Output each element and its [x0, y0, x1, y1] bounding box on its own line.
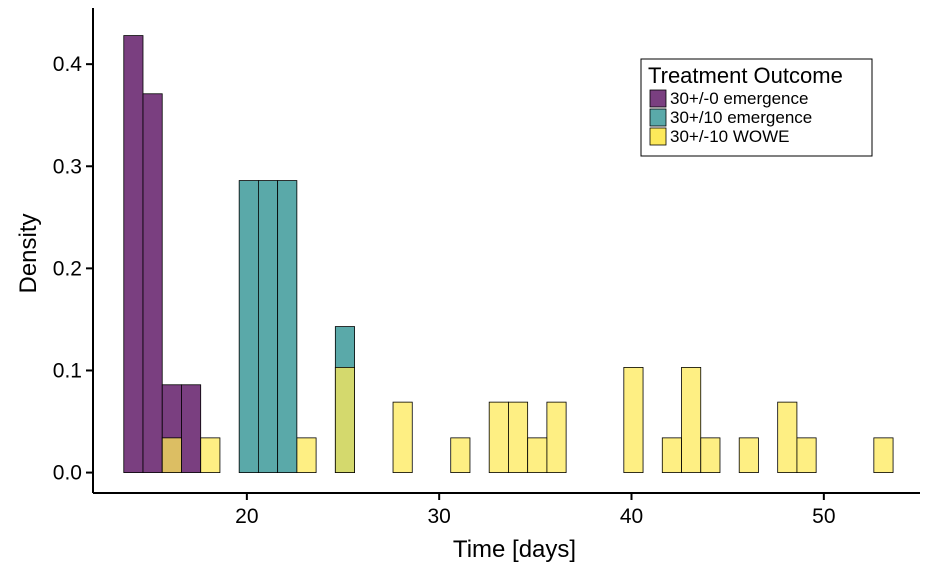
y-tick-label: 0.3 [53, 155, 82, 178]
bar-3-2 [200, 437, 221, 473]
y-tick-label: 0.1 [53, 359, 82, 382]
axes-layer [92, 8, 920, 494]
bar-3-10 [546, 401, 567, 473]
bar-3-4 [334, 367, 355, 473]
bar-1-4 [181, 384, 202, 473]
ticks-layer: 20 30 40 50 0.0 0.1 0.2 0.3 0.4 [53, 53, 836, 528]
bar-3-23 [796, 437, 817, 473]
legend-swatch [649, 108, 667, 127]
bar-3-5 [392, 401, 413, 473]
legend-box [640, 58, 873, 157]
bar-3-14 [623, 367, 644, 473]
y-tick-label: 0.0 [53, 462, 82, 485]
bar-2-3 [277, 180, 298, 473]
bar-3-9 [527, 437, 548, 473]
legend-swatch [649, 89, 667, 108]
bar-1-2 [142, 93, 163, 473]
bars-layer [123, 35, 894, 473]
x-tick-label: 40 [620, 505, 643, 528]
bar-2-2 [257, 180, 279, 473]
x-tick-label: 50 [812, 505, 835, 528]
bar-3-7 [488, 401, 509, 473]
bar-3-20 [738, 437, 759, 473]
legend-label: 30+/10 emergence [670, 108, 812, 127]
x-axis-title: Time [days] [453, 536, 576, 563]
bar-3-17 [681, 367, 702, 473]
bar-3-8 [508, 401, 529, 473]
legend-label: 30+/-0 emergence [670, 89, 808, 108]
bar-3-1 [161, 437, 182, 473]
bar-3-3 [296, 437, 317, 473]
bar-3-6 [450, 437, 471, 473]
bar-3-18 [700, 437, 721, 473]
legend-swatch [649, 127, 667, 146]
legend: Treatment Outcome 30+/-0 emergence30+/10… [640, 58, 873, 157]
y-tick-label: 0.2 [53, 257, 82, 280]
bar-3-27 [873, 437, 894, 473]
x-tick-label: 30 [428, 505, 451, 528]
bar-3-22 [777, 401, 798, 473]
y-tick-label: 0.4 [53, 53, 83, 76]
y-axis-title: Density [15, 213, 42, 293]
legend-label: 30+/-10 WOWE [670, 127, 790, 146]
legend-title: Treatment Outcome [648, 63, 843, 88]
bar-1-1 [123, 35, 144, 473]
bar-2-1 [238, 180, 259, 473]
bar-3-16 [661, 437, 682, 473]
x-tick-label: 20 [235, 505, 258, 528]
